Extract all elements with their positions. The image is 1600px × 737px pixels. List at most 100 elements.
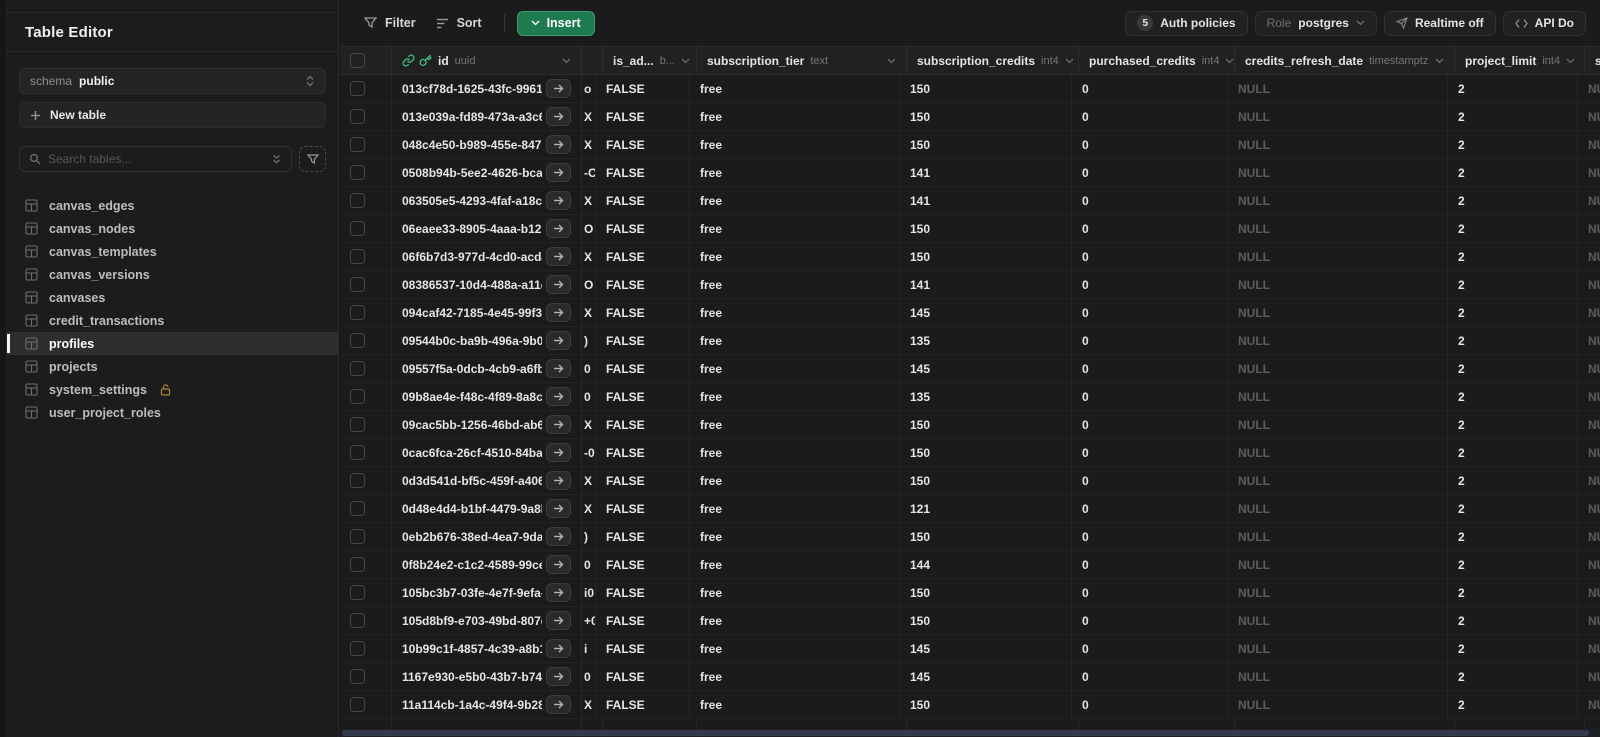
row-checkbox[interactable] <box>350 389 365 404</box>
expand-row-button[interactable] <box>546 387 571 406</box>
cell-subscription-credits[interactable]: 145 <box>900 299 1072 326</box>
cell-subscription-tier[interactable]: free <box>690 159 900 186</box>
expand-row-button[interactable] <box>546 331 571 350</box>
cell-is-admin[interactable]: FALSE <box>596 579 690 606</box>
chevrons-down-icon[interactable] <box>271 153 282 165</box>
cell-id[interactable]: 105d8bf9-e703-49bd-807d-645e... <box>392 607 582 634</box>
cell-id[interactable]: 063505e5-4293-4faf-a18c-0e65b... <box>392 187 582 214</box>
cell-credits-refresh-date[interactable]: NULL <box>1228 523 1448 550</box>
sidebar-item-user_project_roles[interactable]: user_project_roles <box>7 401 338 424</box>
cell-frag[interactable]: i0 <box>582 579 596 606</box>
row-checkbox[interactable] <box>350 697 365 712</box>
row-checkbox[interactable] <box>350 585 365 600</box>
cell-subscription-credits[interactable]: 141 <box>900 271 1072 298</box>
cell-is-admin[interactable]: FALSE <box>596 523 690 550</box>
cell-subscription-tier[interactable]: free <box>690 299 900 326</box>
grid-header-cell-id[interactable]: id uuid <box>392 47 582 74</box>
sidebar-item-credit_transactions[interactable]: credit_transactions <box>7 309 338 332</box>
cell-subscription-credits[interactable]: 150 <box>900 439 1072 466</box>
cell-purchased-credits[interactable]: 0 <box>1072 383 1228 410</box>
cell-credits-refresh-date[interactable]: NULL <box>1228 271 1448 298</box>
cell-frag[interactable]: -0 <box>582 439 596 466</box>
cell-project-limit[interactable]: 2 <box>1448 187 1578 214</box>
cell-id[interactable]: 0508b94b-5ee2-4626-bca1-4bca... <box>392 159 582 186</box>
expand-row-button[interactable] <box>546 471 571 490</box>
cell-credits-refresh-date[interactable]: NULL <box>1228 187 1448 214</box>
cell-project-limit[interactable]: 2 <box>1448 355 1578 382</box>
cell-project-limit[interactable]: 2 <box>1448 215 1578 242</box>
cell-frag[interactable]: O <box>582 271 596 298</box>
sidebar-filter-button[interactable] <box>299 146 326 172</box>
cell-purchased-credits[interactable]: 0 <box>1072 607 1228 634</box>
row-checkbox[interactable] <box>350 249 365 264</box>
cell-id[interactable]: 0d3d541d-bf5c-459f-a406-16b93... <box>392 467 582 494</box>
cell-subscription-credits[interactable]: 150 <box>900 75 1072 102</box>
cell-purchased-credits[interactable]: 0 <box>1072 103 1228 130</box>
new-table-button[interactable]: New table <box>19 102 326 128</box>
cell-subscription-tier[interactable]: free <box>690 383 900 410</box>
cell-id[interactable]: 06f6b7d3-977d-4cd0-acd4-4a78... <box>392 243 582 270</box>
cell-credits-refresh-date[interactable]: NULL <box>1228 411 1448 438</box>
row-checkbox[interactable] <box>350 81 365 96</box>
cell-credits-refresh-date[interactable]: NULL <box>1228 383 1448 410</box>
cell-subscription-tier[interactable]: free <box>690 355 900 382</box>
grid-header-cell-is_admin[interactable]: is_ad... b... <box>603 47 697 74</box>
expand-row-button[interactable] <box>546 555 571 574</box>
cell-su[interactable]: NU <box>1578 495 1600 522</box>
cell-project-limit[interactable]: 2 <box>1448 579 1578 606</box>
cell-subscription-credits[interactable]: 141 <box>900 187 1072 214</box>
cell-id[interactable]: 013e039a-fd89-473a-a3c6-ccfa9... <box>392 103 582 130</box>
row-checkbox[interactable] <box>350 137 365 152</box>
cell-purchased-credits[interactable]: 0 <box>1072 551 1228 578</box>
row-checkbox[interactable] <box>350 613 365 628</box>
row-checkbox[interactable] <box>350 529 365 544</box>
select-all-checkbox[interactable] <box>350 53 365 68</box>
cell-frag[interactable]: 0 <box>582 663 596 690</box>
cell-su[interactable]: NU <box>1578 467 1600 494</box>
cell-is-admin[interactable]: FALSE <box>596 243 690 270</box>
cell-subscription-credits[interactable]: 150 <box>900 579 1072 606</box>
cell-su[interactable]: NU <box>1578 271 1600 298</box>
cell-subscription-credits[interactable]: 144 <box>900 551 1072 578</box>
sidebar-item-canvas_nodes[interactable]: canvas_nodes <box>7 217 338 240</box>
cell-subscription-tier[interactable]: free <box>690 439 900 466</box>
cell-su[interactable]: NU <box>1578 383 1600 410</box>
cell-is-admin[interactable]: FALSE <box>596 355 690 382</box>
cell-purchased-credits[interactable]: 0 <box>1072 691 1228 718</box>
cell-is-admin[interactable]: FALSE <box>596 187 690 214</box>
expand-row-button[interactable] <box>546 191 571 210</box>
cell-id[interactable]: 094caf42-7185-4e45-99f3-14abee... <box>392 299 582 326</box>
cell-su[interactable]: NU <box>1578 691 1600 718</box>
cell-su[interactable]: NU <box>1578 159 1600 186</box>
expand-row-button[interactable] <box>546 359 571 378</box>
grid-header-cell-last[interactable]: su <box>1585 47 1600 74</box>
cell-is-admin[interactable]: FALSE <box>596 691 690 718</box>
row-checkbox[interactable] <box>350 473 365 488</box>
cell-id[interactable]: 09cac5bb-1256-46bd-ab60-64ed... <box>392 411 582 438</box>
cell-subscription-tier[interactable]: free <box>690 327 900 354</box>
cell-subscription-credits[interactable]: 150 <box>900 131 1072 158</box>
cell-subscription-tier[interactable]: free <box>690 271 900 298</box>
expand-row-button[interactable] <box>546 527 571 546</box>
expand-row-button[interactable] <box>546 667 571 686</box>
cell-id[interactable]: 0eb2b676-38ed-4ea7-9dad-38e6... <box>392 523 582 550</box>
cell-credits-refresh-date[interactable]: NULL <box>1228 215 1448 242</box>
cell-subscription-tier[interactable]: free <box>690 411 900 438</box>
cell-is-admin[interactable]: FALSE <box>596 131 690 158</box>
grid-header-cell-tier[interactable]: subscription_tier text <box>697 47 907 74</box>
row-checkbox[interactable] <box>350 417 365 432</box>
cell-purchased-credits[interactable]: 0 <box>1072 299 1228 326</box>
cell-id[interactable]: 0d48e4d4-b1bf-4479-9a8b-4a4b... <box>392 495 582 522</box>
cell-project-limit[interactable]: 2 <box>1448 607 1578 634</box>
cell-project-limit[interactable]: 2 <box>1448 551 1578 578</box>
cell-credits-refresh-date[interactable]: NULL <box>1228 663 1448 690</box>
row-checkbox[interactable] <box>350 221 365 236</box>
row-checkbox[interactable] <box>350 445 365 460</box>
cell-subscription-credits[interactable]: 145 <box>900 663 1072 690</box>
cell-su[interactable]: NU <box>1578 663 1600 690</box>
sidebar-item-canvas_templates[interactable]: canvas_templates <box>7 240 338 263</box>
cell-id[interactable]: 08386537-10d4-488a-a11e-eb5a6... <box>392 271 582 298</box>
search-tables-input[interactable] <box>48 152 264 166</box>
cell-subscription-tier[interactable]: free <box>690 691 900 718</box>
cell-subscription-tier[interactable]: free <box>690 551 900 578</box>
